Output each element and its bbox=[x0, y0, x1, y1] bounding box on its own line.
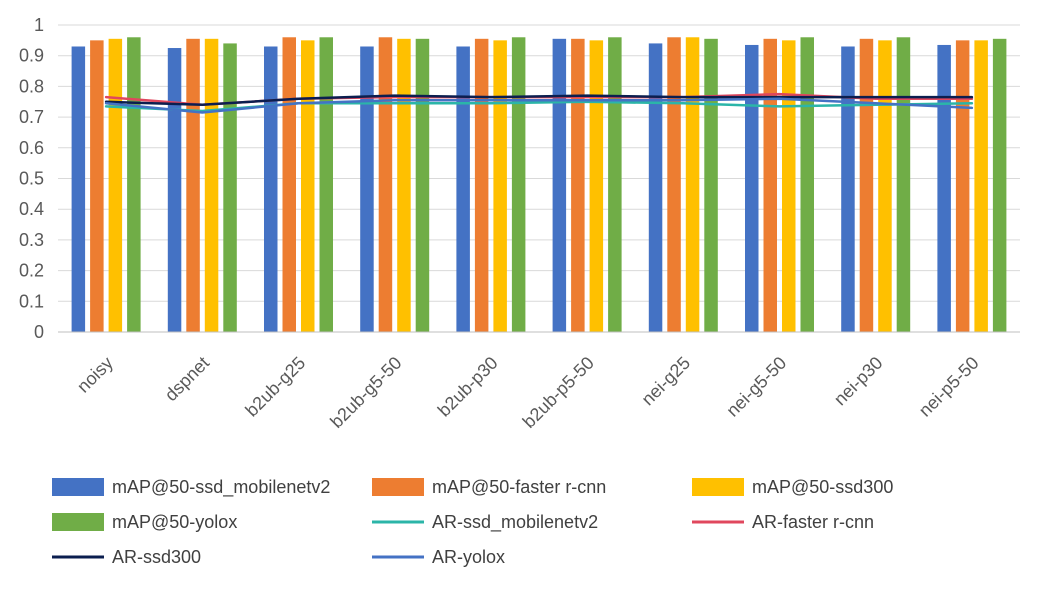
bar-map-50-faster-r-cnn-b2ub-g25 bbox=[282, 37, 296, 332]
x-tick-label: dspnet bbox=[161, 353, 213, 405]
bar-map-50-yolox-b2ub-p5-50 bbox=[608, 37, 622, 332]
bar-map-50-ssd-mobilenetv2-dspnet bbox=[167, 48, 182, 333]
line-ar-yolox bbox=[104, 97, 974, 114]
bar-map-50-yolox-b2ub-p30 bbox=[511, 37, 526, 332]
bar-map-50-ssd300-nei-g5-50 bbox=[782, 40, 796, 332]
bar-marks bbox=[71, 37, 1007, 333]
x-tick-label: b2ub-g25 bbox=[241, 353, 309, 421]
legend-swatch-map-50-ssd300 bbox=[692, 478, 744, 496]
bar-map-50-yolox-b2ub-g25 bbox=[319, 37, 333, 332]
bar-map-50-yolox-b2ub-g5-50 bbox=[415, 38, 430, 332]
bar-map-50-ssd300-b2ub-p30 bbox=[493, 40, 507, 332]
bar-map-50-ssd300-dspnet bbox=[204, 38, 219, 332]
x-tick-label: nei-p30 bbox=[830, 353, 887, 410]
y-tick-label: 0.7 bbox=[19, 107, 44, 127]
bar-map-50-faster-r-cnn-b2ub-g5-50 bbox=[378, 37, 393, 332]
bar-map-50-faster-r-cnn-nei-g25 bbox=[667, 37, 681, 332]
x-tick-label: b2ub-p30 bbox=[434, 353, 502, 421]
y-tick-label: 0.9 bbox=[19, 46, 44, 66]
bar-map-50-faster-r-cnn-nei-p5-50 bbox=[955, 40, 970, 332]
x-tick-label: nei-p5-50 bbox=[915, 353, 983, 421]
bar-map-50-ssd300-b2ub-p5-50 bbox=[589, 40, 604, 332]
y-tick-label: 0.4 bbox=[19, 199, 44, 219]
bar-map-50-ssd300-nei-p30 bbox=[878, 40, 892, 332]
bar-map-50-ssd-mobilenetv2-nei-g5-50 bbox=[745, 44, 759, 333]
legend-label-map-50-faster-r-cnn: mAP@50-faster r-cnn bbox=[432, 477, 606, 497]
bar-map-50-ssd300-b2ub-g5-50 bbox=[397, 38, 411, 332]
line-marks bbox=[104, 92, 974, 114]
bar-map-50-faster-r-cnn-nei-p30 bbox=[859, 38, 874, 332]
legend-label-map-50-yolox: mAP@50-yolox bbox=[112, 512, 237, 532]
bar-map-50-ssd300-noisy bbox=[108, 38, 123, 332]
bar-map-50-ssd300-nei-p5-50 bbox=[974, 40, 988, 332]
y-tick-label: 0.6 bbox=[19, 138, 44, 158]
legend: mAP@50-ssd_mobilenetv2 mAP@50-faster r-cn… bbox=[52, 477, 893, 567]
x-tick-label: b2ub-p5-50 bbox=[519, 353, 598, 432]
legend-label-ar-faster-r-cnn: AR-faster r-cnn bbox=[752, 512, 874, 532]
bar-map-50-ssd-mobilenetv2-nei-p30 bbox=[841, 46, 855, 333]
y-tick-label: 0.2 bbox=[19, 261, 44, 281]
x-tick-label: noisy bbox=[73, 353, 117, 397]
y-tick-label: 0.5 bbox=[19, 169, 44, 189]
y-tick-label: 0.3 bbox=[19, 230, 44, 250]
bar-map-50-ssd-mobilenetv2-b2ub-p5-50 bbox=[552, 38, 567, 332]
bar-map-50-ssd300-nei-g25 bbox=[685, 37, 700, 332]
bar-map-50-faster-r-cnn-b2ub-p5-50 bbox=[571, 38, 585, 332]
bar-map-50-ssd-mobilenetv2-noisy bbox=[71, 46, 86, 333]
legend-swatch-map-50-yolox bbox=[52, 513, 104, 531]
x-tick-label: nei-g5-50 bbox=[722, 353, 790, 421]
bar-map-50-yolox-nei-p5-50 bbox=[992, 38, 1007, 332]
legend-swatch-map-50-ssd-mobilenetv2 bbox=[52, 478, 104, 496]
x-tick-label: b2ub-g5-50 bbox=[326, 353, 405, 432]
bar-map-50-yolox-noisy bbox=[127, 37, 141, 332]
y-tick-label: 0 bbox=[34, 322, 44, 342]
bar-map-50-faster-r-cnn-dspnet bbox=[186, 38, 200, 332]
legend-label-map-50-ssd-mobilenetv2: mAP@50-ssd_mobilenetv2 bbox=[112, 477, 330, 498]
bar-map-50-ssd-mobilenetv2-b2ub-p30 bbox=[456, 46, 470, 333]
y-tick-label: 1 bbox=[34, 15, 44, 35]
legend-swatch-map-50-faster-r-cnn bbox=[372, 478, 424, 496]
legend-label-ar-ssd300: AR-ssd300 bbox=[112, 547, 201, 567]
x-tick-label: nei-g25 bbox=[638, 353, 695, 410]
bar-map-50-yolox-nei-g5-50 bbox=[800, 37, 814, 332]
y-tick-label: 0.8 bbox=[19, 76, 44, 96]
bar-map-50-ssd-mobilenetv2-nei-g25 bbox=[648, 43, 663, 333]
bar-map-50-yolox-dspnet bbox=[223, 43, 237, 333]
legend-label-map-50-ssd300: mAP@50-ssd300 bbox=[752, 477, 893, 497]
bar-map-50-faster-r-cnn-nei-g5-50 bbox=[763, 38, 777, 332]
bar-map-50-faster-r-cnn-b2ub-p30 bbox=[474, 38, 489, 332]
bar-map-50-ssd-mobilenetv2-b2ub-g25 bbox=[264, 46, 278, 333]
legend-label-ar-ssd-mobilenetv2: AR-ssd_mobilenetv2 bbox=[432, 512, 598, 533]
y-tick-label: 0.1 bbox=[19, 291, 44, 311]
bar-map-50-ssd-mobilenetv2-nei-p5-50 bbox=[937, 44, 951, 333]
bar-map-50-ssd300-b2ub-g25 bbox=[301, 40, 315, 332]
legend-label-ar-yolox: AR-yolox bbox=[432, 547, 505, 567]
bar-map-50-yolox-nei-p30 bbox=[896, 37, 911, 332]
bar-map-50-faster-r-cnn-noisy bbox=[90, 40, 104, 332]
bar-map-50-ssd-mobilenetv2-b2ub-g5-50 bbox=[360, 46, 374, 333]
bar-map-50-yolox-nei-g25 bbox=[704, 38, 718, 332]
line-ar-ssd300 bbox=[104, 94, 974, 107]
gridlines bbox=[58, 24, 1020, 333]
